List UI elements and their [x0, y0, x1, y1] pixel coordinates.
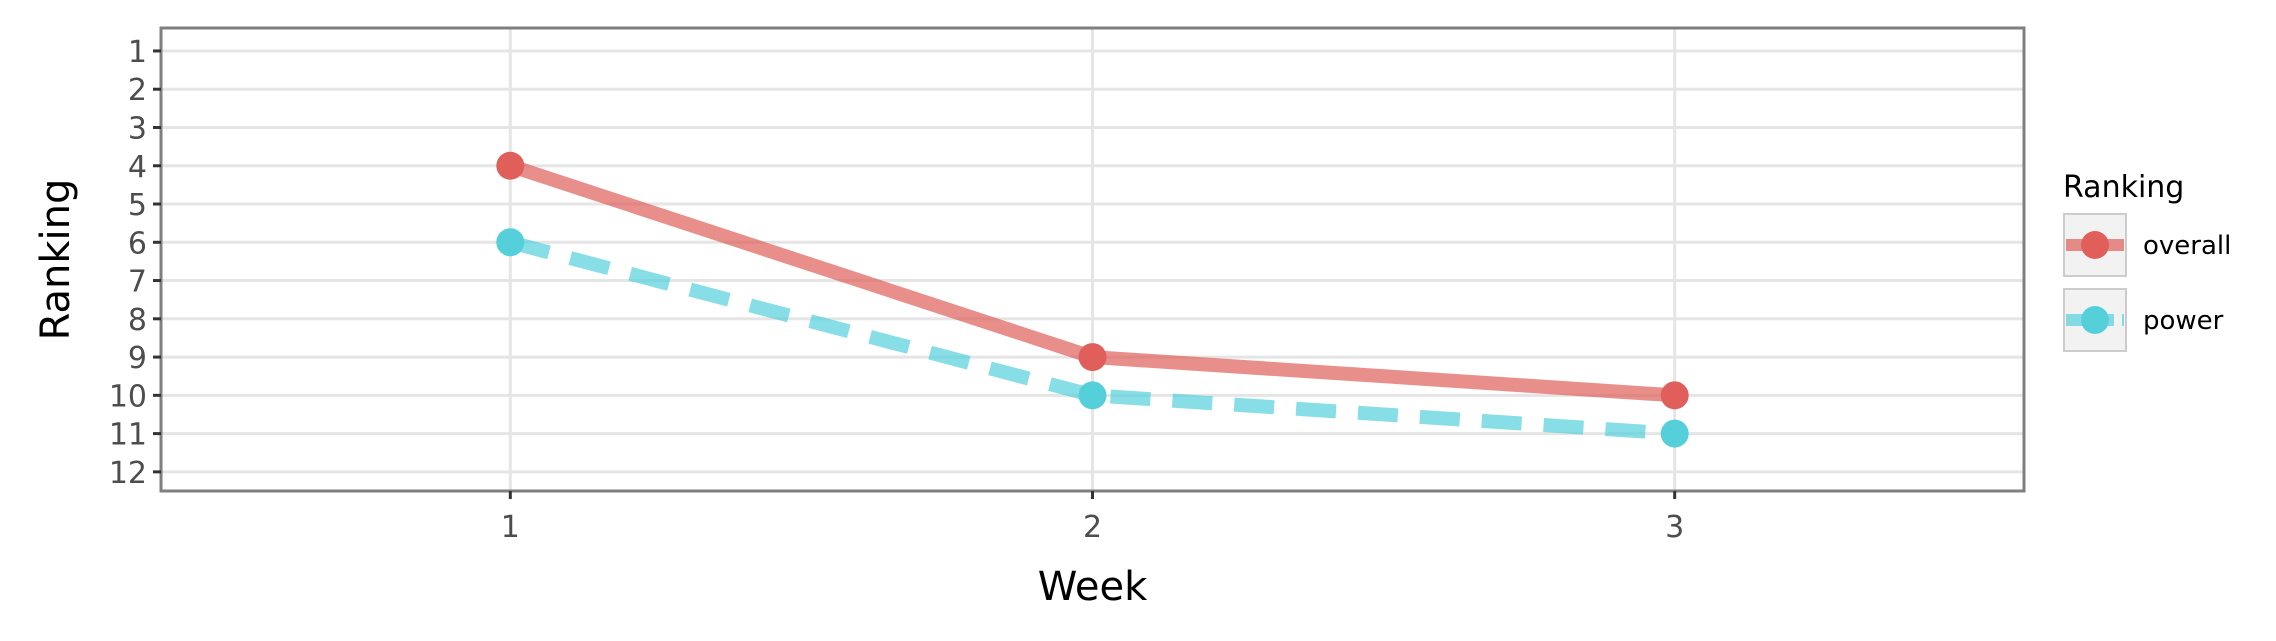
legend-key-point	[2081, 306, 2109, 334]
data-point-power	[1078, 381, 1107, 410]
y-tick-label: 5	[128, 188, 147, 223]
x-axis-title: Week	[1038, 564, 1148, 610]
data-point-power	[1660, 419, 1689, 448]
x-tick-label: 2	[1083, 510, 1102, 545]
data-point-overall	[1660, 381, 1689, 410]
series-power	[496, 228, 1689, 448]
y-tick-label: 2	[128, 73, 147, 108]
legend: Ranking overall power	[2063, 170, 2231, 352]
y-tick-label: 6	[128, 226, 147, 261]
y-tick-label: 4	[128, 150, 147, 185]
legend-key-point	[2081, 231, 2109, 259]
y-tick-label: 1	[128, 35, 147, 70]
legend-item-overall: overall	[2063, 213, 2231, 277]
data-series	[496, 151, 1689, 448]
series-overall	[496, 151, 1689, 410]
y-tick-label: 8	[128, 303, 147, 338]
data-point-power	[496, 228, 525, 257]
series-line-power	[508, 235, 1676, 441]
legend-label: overall	[2143, 231, 2231, 261]
legend-label: power	[2143, 306, 2224, 336]
data-point-overall	[1078, 343, 1107, 372]
y-axis-title: Ranking	[33, 179, 79, 341]
legend-title: Ranking	[2063, 170, 2184, 205]
y-tick-label: 9	[128, 341, 147, 376]
x-tick-label: 3	[1665, 510, 1684, 545]
data-point-overall	[496, 151, 525, 180]
y-tick-label: 11	[109, 418, 147, 453]
x-tick-label: 1	[501, 510, 520, 545]
y-tick-label: 3	[128, 111, 147, 146]
legend-item-power: power	[2063, 288, 2224, 352]
y-tick-label: 12	[109, 456, 147, 491]
y-tick-label: 10	[109, 379, 147, 414]
grid-lines	[161, 28, 2024, 491]
y-tick-label: 7	[128, 265, 147, 300]
